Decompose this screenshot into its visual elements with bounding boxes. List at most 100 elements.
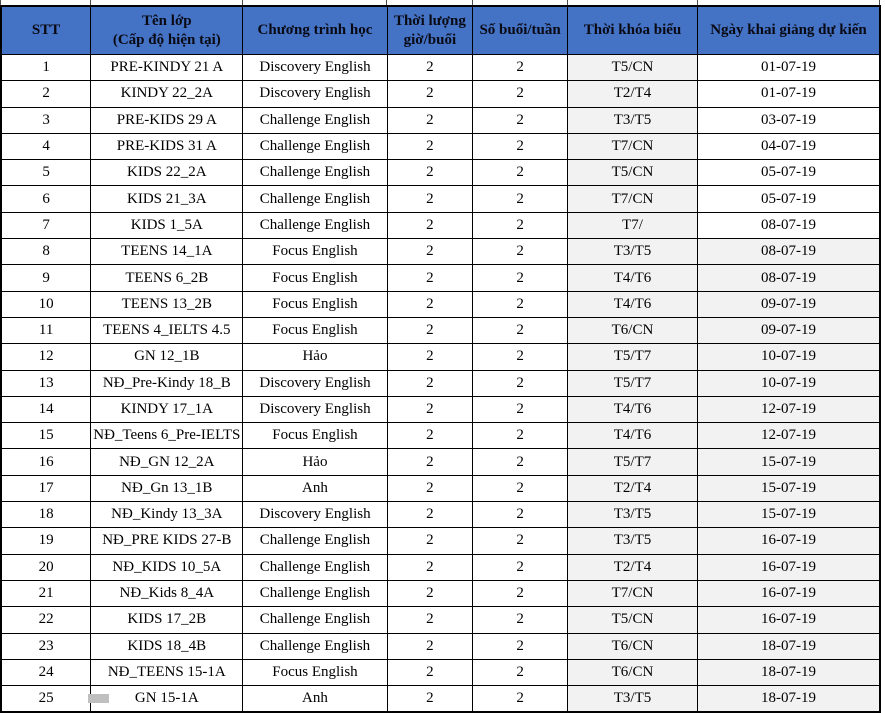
col-header-start-date[interactable]: Ngày khai giảng dự kiến [697, 5, 881, 55]
sessions-cell[interactable]: 2 [472, 53, 568, 82]
hours-cell[interactable]: 2 [386, 238, 474, 266]
start-date-cell[interactable]: 10-07-19 [697, 343, 881, 371]
sessions-cell[interactable]: 2 [472, 132, 568, 161]
row-number-cell[interactable]: 22 [0, 606, 92, 634]
row-number-cell[interactable]: 5 [0, 159, 92, 187]
hours-cell[interactable]: 2 [386, 264, 474, 292]
row-number-cell[interactable]: 19 [0, 527, 92, 555]
start-date-cell[interactable]: 10-07-19 [697, 369, 881, 397]
schedule-cell[interactable]: T3/T5 [566, 527, 699, 555]
start-date-cell[interactable]: 01-07-19 [697, 53, 881, 82]
hours-cell[interactable]: 2 [386, 80, 474, 108]
class-name-cell[interactable]: KINDY 22_2A [90, 80, 244, 108]
schedule-cell[interactable]: T6/CN [566, 316, 699, 345]
hours-cell[interactable]: 2 [386, 501, 474, 529]
schedule-cell[interactable]: T3/T5 [566, 106, 699, 134]
row-number-cell[interactable]: 16 [0, 448, 92, 476]
sessions-cell[interactable]: 2 [472, 343, 568, 371]
program-cell[interactable]: Challenge English [242, 106, 388, 134]
sessions-cell[interactable]: 2 [472, 422, 568, 450]
program-cell[interactable]: Discovery English [242, 501, 388, 529]
schedule-cell[interactable]: T5/T7 [566, 369, 699, 397]
hours-cell[interactable]: 2 [386, 159, 474, 187]
start-date-cell[interactable]: 15-07-19 [697, 448, 881, 476]
program-cell[interactable]: Hảo [242, 343, 388, 371]
start-date-cell[interactable]: 15-07-19 [697, 501, 881, 529]
class-name-cell[interactable]: GN 12_1B [90, 343, 244, 371]
class-name-cell[interactable]: KIDS 17_2B [90, 606, 244, 634]
schedule-cell[interactable]: T5/CN [566, 53, 699, 82]
col-header-hours[interactable]: Thời lượng giờ/buổi [386, 5, 474, 55]
schedule-cell[interactable]: T3/T5 [566, 685, 699, 713]
row-number-cell[interactable]: 15 [0, 422, 92, 450]
class-name-cell[interactable]: NĐ_KIDS 10_5A [90, 553, 244, 581]
start-date-cell[interactable]: 12-07-19 [697, 395, 881, 424]
row-number-cell[interactable]: 24 [0, 658, 92, 687]
sessions-cell[interactable]: 2 [472, 527, 568, 555]
sessions-cell[interactable]: 2 [472, 211, 568, 240]
schedule-cell[interactable]: T7/CN [566, 185, 699, 213]
class-name-cell[interactable]: NĐ_Kids 8_4A [90, 579, 244, 608]
schedule-cell[interactable]: T3/T5 [566, 501, 699, 529]
schedule-cell[interactable]: T5/T7 [566, 448, 699, 476]
row-number-cell[interactable]: 7 [0, 211, 92, 240]
program-cell[interactable]: Anh [242, 474, 388, 503]
start-date-cell[interactable]: 18-07-19 [697, 658, 881, 687]
start-date-cell[interactable]: 15-07-19 [697, 474, 881, 503]
hours-cell[interactable]: 2 [386, 395, 474, 424]
start-date-cell[interactable]: 18-07-19 [697, 632, 881, 660]
schedule-cell[interactable]: T7/CN [566, 579, 699, 608]
program-cell[interactable]: Discovery English [242, 369, 388, 397]
col-header-sessions[interactable]: Số buổi/tuần [472, 5, 568, 55]
program-cell[interactable]: Focus English [242, 316, 388, 345]
start-date-cell[interactable]: 04-07-19 [697, 132, 881, 161]
program-cell[interactable]: Challenge English [242, 606, 388, 634]
hours-cell[interactable]: 2 [386, 132, 474, 161]
hours-cell[interactable]: 2 [386, 211, 474, 240]
row-number-cell[interactable]: 2 [0, 80, 92, 108]
sessions-cell[interactable]: 2 [472, 185, 568, 213]
schedule-cell[interactable]: T7/ [566, 211, 699, 240]
class-name-cell[interactable]: KIDS 21_3A [90, 185, 244, 213]
start-date-cell[interactable]: 16-07-19 [697, 553, 881, 581]
schedule-cell[interactable]: T5/T7 [566, 343, 699, 371]
sessions-cell[interactable]: 2 [472, 238, 568, 266]
start-date-cell[interactable]: 09-07-19 [697, 316, 881, 345]
sessions-cell[interactable]: 2 [472, 658, 568, 687]
row-number-cell[interactable]: 9 [0, 264, 92, 292]
class-name-cell[interactable]: KIDS 18_4B [90, 632, 244, 660]
hours-cell[interactable]: 2 [386, 106, 474, 134]
row-number-cell[interactable]: 4 [0, 132, 92, 161]
class-name-cell[interactable]: TEENS 13_2B [90, 290, 244, 318]
hours-cell[interactable]: 2 [386, 632, 474, 660]
hours-cell[interactable]: 2 [386, 553, 474, 581]
row-number-cell[interactable]: 13 [0, 369, 92, 397]
hours-cell[interactable]: 2 [386, 369, 474, 397]
row-number-cell[interactable]: 20 [0, 553, 92, 581]
sessions-cell[interactable]: 2 [472, 106, 568, 134]
sessions-cell[interactable]: 2 [472, 290, 568, 318]
sessions-cell[interactable]: 2 [472, 632, 568, 660]
sessions-cell[interactable]: 2 [472, 395, 568, 424]
program-cell[interactable]: Challenge English [242, 553, 388, 581]
program-cell[interactable]: Focus English [242, 290, 388, 318]
start-date-cell[interactable]: 18-07-19 [697, 685, 881, 713]
class-name-cell[interactable]: PRE-KIDS 29 A [90, 106, 244, 134]
col-header-schedule[interactable]: Thời khóa biểu [566, 5, 699, 55]
schedule-cell[interactable]: T2/T4 [566, 80, 699, 108]
sessions-cell[interactable]: 2 [472, 159, 568, 187]
program-cell[interactable]: Challenge English [242, 211, 388, 240]
sessions-cell[interactable]: 2 [472, 501, 568, 529]
class-name-cell[interactable]: NĐ_Pre-Kindy 18_B [90, 369, 244, 397]
hours-cell[interactable]: 2 [386, 53, 474, 82]
sessions-cell[interactable]: 2 [472, 448, 568, 476]
program-cell[interactable]: Challenge English [242, 159, 388, 187]
schedule-cell[interactable]: T2/T4 [566, 474, 699, 503]
hours-cell[interactable]: 2 [386, 343, 474, 371]
program-cell[interactable]: Challenge English [242, 132, 388, 161]
start-date-cell[interactable]: 09-07-19 [697, 290, 881, 318]
schedule-cell[interactable]: T3/T5 [566, 238, 699, 266]
schedule-cell[interactable]: T6/CN [566, 658, 699, 687]
program-cell[interactable]: Challenge English [242, 579, 388, 608]
sessions-cell[interactable]: 2 [472, 264, 568, 292]
